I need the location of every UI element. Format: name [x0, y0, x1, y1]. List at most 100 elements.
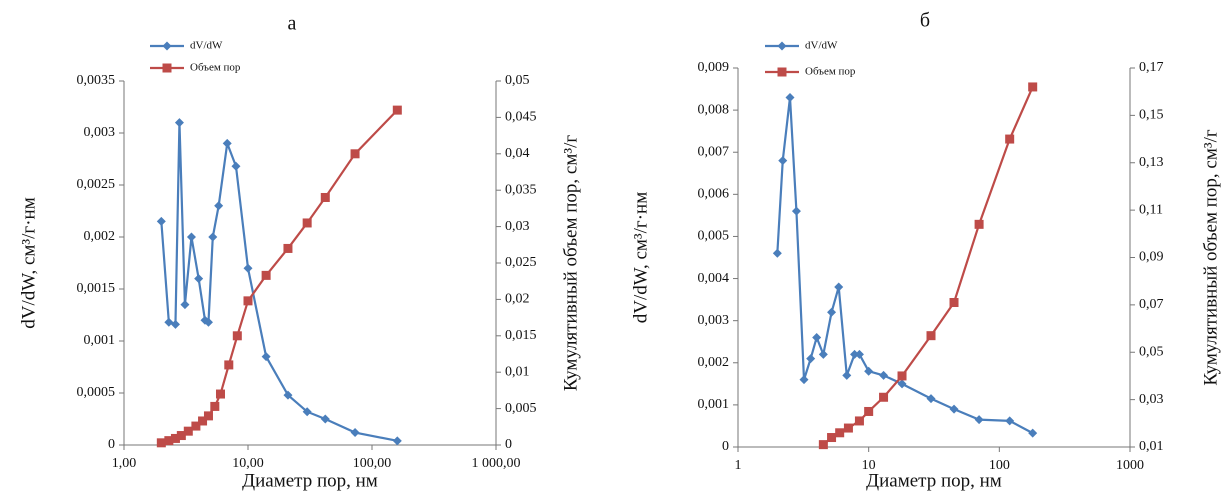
y2-tick-label: 0,045 — [505, 110, 537, 125]
marker — [198, 416, 208, 426]
x-tick-label: 1 000,00 — [472, 456, 521, 471]
marker — [854, 416, 864, 426]
marker — [818, 349, 828, 359]
marker — [392, 105, 402, 115]
y2-tick-label: 0,035 — [505, 182, 537, 197]
legend-label: dV/dW — [190, 40, 223, 52]
marker — [194, 274, 204, 284]
x-tick-label: 1,00 — [112, 456, 137, 471]
marker — [164, 317, 174, 327]
marker — [827, 433, 837, 443]
y2-tick-label: 0,05 — [505, 73, 530, 88]
marker — [818, 440, 828, 450]
marker — [392, 436, 402, 446]
marker — [974, 219, 984, 229]
y2-tick-label: 0,02 — [505, 292, 530, 307]
marker — [156, 216, 166, 226]
legend-marker — [777, 67, 787, 77]
marker — [170, 319, 180, 329]
y2-tick-label: 0,03 — [1139, 392, 1164, 407]
marker — [203, 411, 213, 421]
x-tick-label: 100 — [989, 458, 1010, 473]
y2-tick-label: 0 — [505, 437, 512, 452]
y-tick-label: 0,005 — [698, 229, 730, 244]
marker — [842, 370, 852, 380]
marker — [854, 349, 864, 359]
marker — [778, 156, 788, 166]
marker — [261, 270, 271, 280]
y2-tick-label: 0,07 — [1139, 297, 1164, 312]
legend-marker — [162, 41, 172, 51]
chart-title: а — [288, 13, 297, 35]
marker — [350, 428, 360, 438]
marker — [879, 392, 889, 402]
y2-tick-label: 0,11 — [1139, 202, 1163, 217]
y-tick-label: 0,002 — [698, 355, 730, 370]
marker — [243, 296, 253, 306]
y2-tick-label: 0,04 — [505, 146, 530, 161]
marker — [879, 370, 889, 380]
marker — [176, 431, 186, 441]
marker — [1005, 416, 1015, 426]
y2-tick-label: 0,05 — [1139, 344, 1164, 359]
y2-tick-label: 0,13 — [1139, 155, 1164, 170]
y2-tick-label: 0,15 — [1139, 108, 1164, 123]
marker — [772, 248, 782, 258]
y-axis-title: dV/dW, см³/г·нм — [630, 192, 651, 323]
y2-tick-label: 0,015 — [505, 328, 537, 343]
marker — [208, 232, 218, 242]
marker — [834, 282, 844, 292]
y2-tick-label: 0,03 — [505, 219, 530, 234]
marker — [186, 232, 196, 242]
y2-tick-label: 0,01 — [1139, 439, 1164, 454]
marker — [214, 201, 224, 211]
marker — [974, 415, 984, 425]
y-tick-label: 0 — [722, 439, 729, 454]
marker — [231, 161, 241, 171]
marker — [156, 438, 166, 448]
y-tick-label: 0,004 — [698, 271, 730, 286]
marker — [843, 423, 853, 433]
y2-tick-label: 0,005 — [505, 401, 537, 416]
y-tick-label: 0 — [108, 437, 115, 452]
marker — [835, 428, 845, 438]
series-line — [160, 122, 398, 442]
marker — [926, 331, 936, 341]
marker — [261, 352, 271, 362]
marker — [174, 118, 184, 128]
x-axis-title: Диаметр пор, нм — [866, 470, 1002, 491]
legend-marker — [777, 41, 787, 51]
y2-tick-label: 0,17 — [1139, 60, 1164, 75]
y-axis-title: dV/dW, см³/г·нм — [18, 197, 39, 328]
marker — [170, 433, 180, 443]
marker — [926, 394, 936, 404]
series-line — [822, 86, 1034, 446]
marker — [827, 307, 837, 317]
marker — [191, 421, 201, 431]
y-tick-label: 0,006 — [698, 187, 730, 202]
marker — [180, 300, 190, 310]
marker — [302, 407, 312, 417]
marker — [850, 349, 860, 359]
y-tick-label: 0,008 — [698, 102, 730, 117]
marker — [785, 92, 795, 102]
x-tick-label: 1000 — [1116, 458, 1144, 473]
marker — [320, 192, 330, 202]
y2-axis-title: Кумулятивный объем пор, см³/г — [1200, 129, 1221, 386]
y2-axis-title: Кумулятивный объем пор, см³/г — [560, 135, 581, 392]
marker — [812, 333, 822, 343]
marker — [949, 298, 959, 308]
marker — [232, 331, 242, 341]
x-axis-title: Диаметр пор, нм — [242, 470, 378, 491]
y2-tick-label: 0,01 — [505, 364, 530, 379]
legend-label: dV/dW — [805, 40, 838, 52]
x-tick-label: 1 — [735, 458, 742, 473]
marker — [864, 406, 874, 416]
marker — [283, 243, 293, 253]
legend-marker — [162, 63, 172, 73]
y-tick-label: 0,0015 — [77, 281, 116, 296]
marker — [791, 206, 801, 216]
marker — [203, 317, 213, 327]
y2-tick-label: 0,09 — [1139, 250, 1164, 265]
